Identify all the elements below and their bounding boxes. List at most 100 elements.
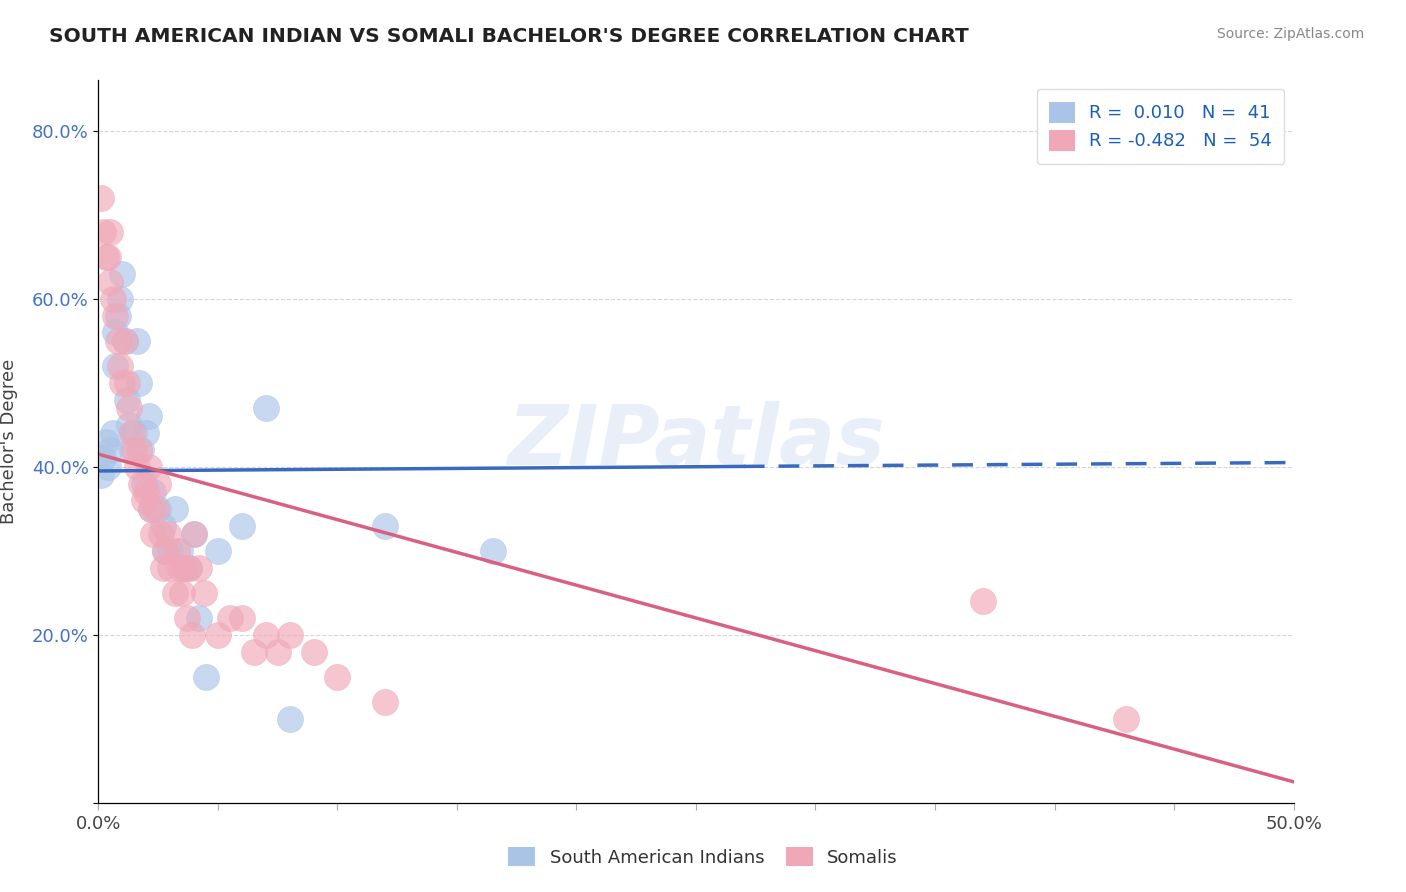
Point [107, 309, 129, 323]
Point [128, 442, 150, 457]
Point [231, 518, 253, 533]
Point [98, 442, 122, 457]
Point [163, 501, 186, 516]
Point [374, 695, 396, 709]
Point [169, 560, 191, 574]
Point [90, 191, 112, 205]
Point [207, 543, 229, 558]
Point [97, 250, 120, 264]
Point [98, 275, 122, 289]
Point [101, 426, 124, 441]
Point [326, 670, 349, 684]
Point [118, 417, 141, 432]
Point [187, 611, 209, 625]
Point [173, 560, 195, 574]
Point [111, 376, 134, 390]
Point [195, 670, 218, 684]
Point [131, 442, 153, 457]
Point [152, 518, 174, 533]
Point [94, 250, 117, 264]
Point [104, 309, 127, 323]
Point [169, 543, 191, 558]
Point [101, 292, 124, 306]
Point [142, 527, 165, 541]
Point [138, 409, 160, 424]
Point [374, 518, 396, 533]
Point [254, 628, 277, 642]
Point [193, 586, 215, 600]
Point [187, 560, 209, 574]
Point [176, 611, 198, 625]
Point [135, 485, 157, 500]
Point [159, 560, 181, 574]
Point [972, 594, 994, 608]
Point [152, 560, 174, 574]
Point [159, 543, 181, 558]
Point [1115, 712, 1137, 726]
Point [139, 501, 162, 516]
Point [90, 468, 112, 483]
Point [155, 543, 177, 558]
Point [166, 543, 188, 558]
Legend: R =  0.010   N =  41, R = -0.482   N =  54: R = 0.010 N = 41, R = -0.482 N = 54 [1036, 89, 1285, 163]
Point [114, 334, 136, 348]
Point [173, 560, 195, 574]
Point [97, 459, 120, 474]
Point [163, 586, 186, 600]
Point [132, 476, 155, 491]
Point [125, 459, 148, 474]
Point [124, 442, 146, 457]
Point [108, 359, 131, 373]
Point [179, 560, 201, 574]
Point [142, 485, 165, 500]
Text: ZIPatlas: ZIPatlas [508, 401, 884, 482]
Point [481, 543, 505, 558]
Point [139, 501, 162, 516]
Point [121, 426, 143, 441]
Point [108, 292, 131, 306]
Point [94, 434, 117, 449]
Point [115, 376, 138, 390]
Point [114, 334, 136, 348]
Point [104, 359, 127, 373]
Point [180, 628, 202, 642]
Point [91, 225, 114, 239]
Point [107, 334, 129, 348]
Point [179, 560, 201, 574]
Point [254, 401, 277, 415]
Point [231, 611, 253, 625]
Point [118, 401, 141, 415]
Point [91, 451, 114, 466]
Point [138, 459, 160, 474]
Point [111, 267, 134, 281]
Point [243, 644, 266, 658]
Point [155, 543, 177, 558]
Point [115, 392, 138, 407]
Point [207, 628, 229, 642]
Point [128, 376, 150, 390]
Point [156, 527, 179, 541]
Point [135, 426, 157, 441]
Point [278, 712, 301, 726]
Text: Source: ZipAtlas.com: Source: ZipAtlas.com [1216, 27, 1364, 41]
Point [172, 586, 194, 600]
Text: SOUTH AMERICAN INDIAN VS SOMALI BACHELOR'S DEGREE CORRELATION CHART: SOUTH AMERICAN INDIAN VS SOMALI BACHELOR… [49, 27, 969, 45]
Point [148, 476, 170, 491]
Point [145, 501, 167, 516]
Y-axis label: Bachelor's Degree: Bachelor's Degree [0, 359, 18, 524]
Point [183, 527, 205, 541]
Point [278, 628, 301, 642]
Point [267, 644, 290, 658]
Point [219, 611, 242, 625]
Point [124, 426, 146, 441]
Legend: South American Indians, Somalis: South American Indians, Somalis [501, 840, 905, 874]
Point [131, 476, 153, 491]
Point [149, 527, 172, 541]
Point [183, 527, 205, 541]
Point [125, 334, 148, 348]
Point [98, 225, 122, 239]
Point [132, 493, 155, 508]
Point [121, 442, 143, 457]
Point [104, 326, 127, 340]
Point [148, 501, 170, 516]
